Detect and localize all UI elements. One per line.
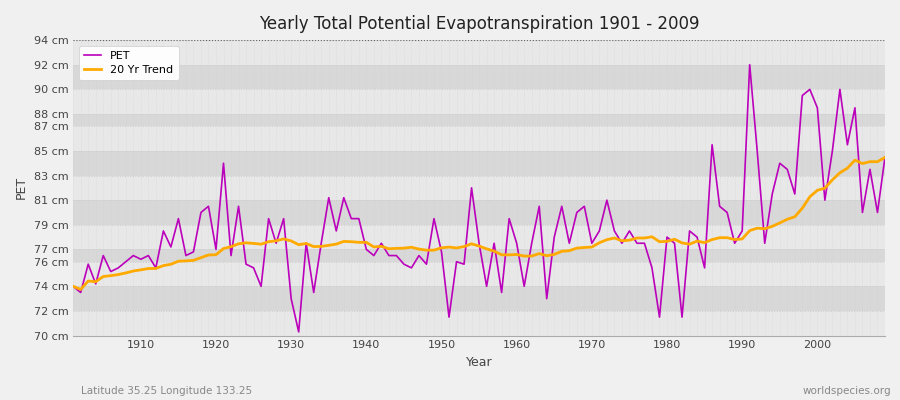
Bar (73, 176, 885, 200)
Bar (73, 262, 885, 286)
Bar (73, 225, 885, 250)
PET (128, 253, 139, 258)
20 Yr Trend (518, 254, 529, 258)
20 Yr Trend (76, 287, 86, 292)
Bar (73, 250, 885, 262)
Title: Yearly Total Potential Evapotranspiration 1901 - 2009: Yearly Total Potential Evapotranspiratio… (259, 15, 699, 33)
Bar (73, 200, 885, 225)
20 Yr Trend (301, 241, 311, 246)
Bar (73, 114, 885, 126)
PET (346, 216, 356, 221)
Bar (73, 286, 885, 311)
Text: worldspecies.org: worldspecies.org (803, 386, 891, 396)
20 Yr Trend (609, 236, 620, 240)
PET (293, 330, 304, 334)
Bar (73, 311, 885, 336)
Y-axis label: PET: PET (15, 176, 28, 200)
PET (518, 284, 529, 289)
20 Yr Trend (68, 284, 78, 289)
PET (879, 155, 890, 160)
Bar (73, 126, 885, 151)
Bar (73, 65, 885, 89)
PET (301, 241, 311, 246)
20 Yr Trend (346, 239, 356, 244)
X-axis label: Year: Year (466, 356, 492, 369)
Line: 20 Yr Trend: 20 Yr Trend (73, 157, 885, 290)
PET (744, 62, 755, 67)
Bar (73, 89, 885, 114)
PET (68, 284, 78, 289)
Legend: PET, 20 Yr Trend: PET, 20 Yr Trend (78, 46, 178, 80)
Bar (73, 40, 885, 65)
20 Yr Trend (511, 252, 522, 257)
PET (511, 241, 522, 246)
Text: Latitude 35.25 Longitude 133.25: Latitude 35.25 Longitude 133.25 (81, 386, 252, 396)
PET (609, 228, 620, 233)
20 Yr Trend (135, 268, 146, 272)
20 Yr Trend (879, 155, 890, 160)
Bar (73, 151, 885, 176)
Line: PET: PET (73, 65, 885, 332)
